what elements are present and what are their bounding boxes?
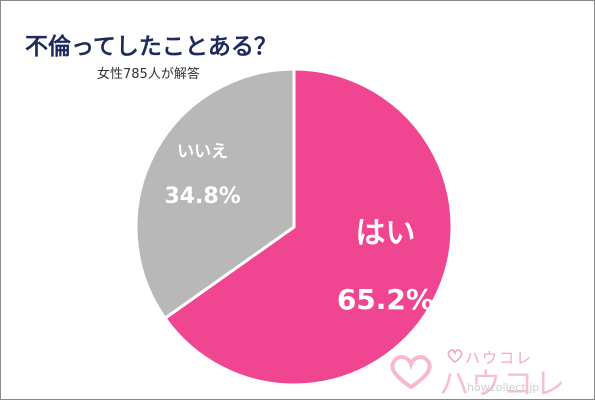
- brand-domain: howcollect.jp: [467, 381, 540, 394]
- brand-logo: ハウコレ ハウコレ howcollect.jp: [389, 347, 589, 402]
- brand-name-large: ハウコレ: [439, 367, 567, 402]
- pie-slice-yes: [162, 67, 454, 387]
- slice-value-label: 34.8%: [164, 184, 240, 209]
- small-heart-icon: [447, 349, 463, 363]
- chart-subtitle: 女性785人が解答: [97, 67, 200, 82]
- slice-value-label: 65.2%: [337, 283, 434, 316]
- slice-category-label: はい: [355, 216, 415, 251]
- brand-name-small: ハウコレ: [465, 349, 534, 367]
- slice-category-label: いいえ: [177, 142, 228, 162]
- chart-title: 不倫ってしたことある？: [25, 34, 277, 60]
- pie-slice-no: [134, 67, 296, 321]
- heart-icon: [390, 355, 432, 389]
